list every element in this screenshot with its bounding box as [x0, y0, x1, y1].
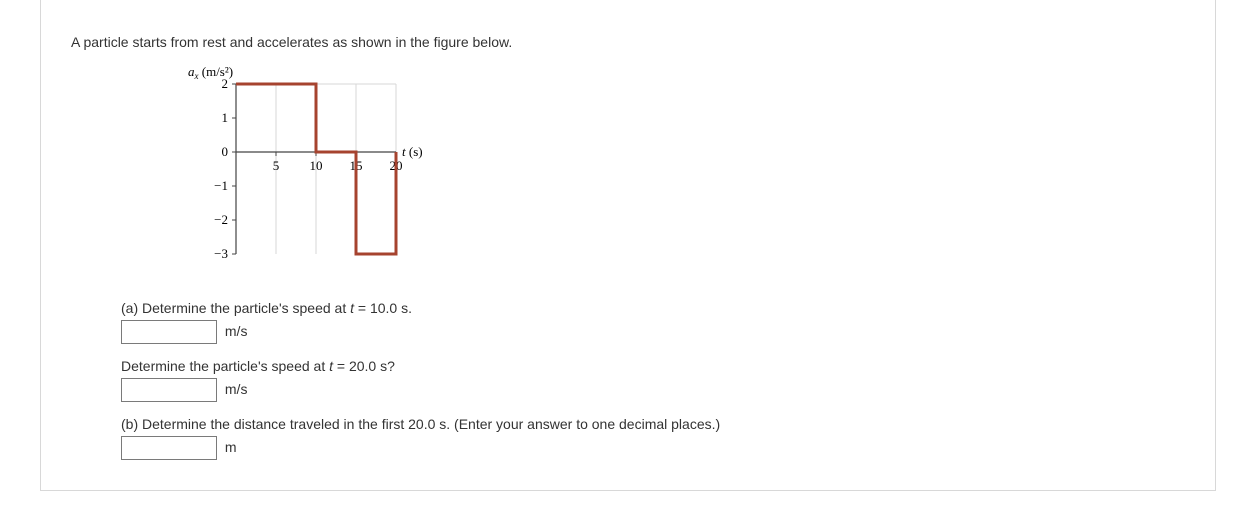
svg-text:ax (m/s²): ax (m/s²) [188, 64, 233, 81]
question-a2-label: Determine the particle's speed at t = 20… [121, 358, 395, 374]
svg-text:−2: −2 [214, 212, 228, 227]
question-a1-label: (a) Determine the particle's speed at t … [121, 300, 412, 316]
answer-b-input[interactable] [121, 436, 217, 460]
svg-text:0: 0 [222, 144, 229, 159]
question-b: (b) Determine the distance traveled in t… [121, 416, 1185, 460]
svg-text:−1: −1 [214, 178, 228, 193]
question-a2: Determine the particle's speed at t = 20… [121, 358, 1185, 402]
svg-text:10: 10 [310, 158, 323, 173]
question-a1-text: (a) Determine the particle's speed at t … [121, 300, 1185, 316]
problem-statement: A particle starts from rest and accelera… [71, 34, 1185, 50]
answer-a2-unit: m/s [225, 381, 248, 397]
answer-a2-input[interactable] [121, 378, 217, 402]
svg-text:1: 1 [222, 110, 229, 125]
problem-container: A particle starts from rest and accelera… [40, 0, 1216, 491]
answer-a1-input[interactable] [121, 320, 217, 344]
answer-b-unit: m [225, 439, 237, 455]
question-a1: (a) Determine the particle's speed at t … [121, 300, 1185, 344]
svg-text:5: 5 [273, 158, 280, 173]
svg-text:t (s): t (s) [402, 144, 423, 159]
chart-container: 210−1−2−35101520ax (m/s²)t (s) [171, 62, 1185, 282]
svg-text:−3: −3 [214, 246, 228, 261]
answer-a1-unit: m/s [225, 323, 248, 339]
question-a2-text: Determine the particle's speed at t = 20… [121, 358, 1185, 374]
acceleration-chart: 210−1−2−35101520ax (m/s²)t (s) [171, 62, 441, 282]
question-b-text: (b) Determine the distance traveled in t… [121, 416, 1185, 432]
